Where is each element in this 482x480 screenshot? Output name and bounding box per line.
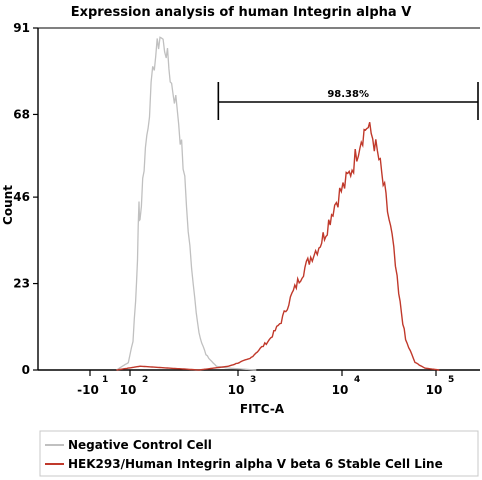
x-axis-label: FITC-A [240, 402, 285, 416]
chart-title: Expression analysis of human Integrin al… [71, 5, 412, 20]
x-tick-label: 10 [332, 383, 349, 397]
x-tick-exponent: 2 [142, 375, 148, 385]
series-group [116, 36, 440, 371]
x-tick-label: -10 [77, 383, 99, 397]
gate-percentage-label: 98.38% [327, 89, 369, 100]
legend-box [39, 430, 479, 477]
series-line-stable-cell-line [116, 122, 440, 371]
gate-marker: 98.38% [217, 82, 479, 120]
y-tick-label: 46 [13, 190, 30, 204]
y-tick-label: 91 [13, 21, 30, 35]
x-tick-exponent: 5 [448, 375, 454, 385]
y-tick-label: 0 [22, 363, 30, 377]
y-axis-ticks: 0 23 46 68 91 [13, 21, 38, 377]
y-tick-label: 68 [13, 107, 30, 121]
legend-entry: Negative Control Cell [68, 438, 212, 452]
plot-frame [37, 27, 480, 371]
x-tick-exponent: 3 [250, 375, 256, 385]
x-tick-label: 10 [228, 383, 245, 397]
y-tick-label: 23 [13, 277, 30, 291]
x-tick-label: 10 [426, 383, 443, 397]
x-tick-exponent: 4 [354, 375, 360, 385]
legend: Negative Control Cell HEK293/Human Integr… [39, 430, 479, 477]
x-tick-exponent: 1 [102, 375, 108, 385]
legend-entry: HEK293/Human Integrin alpha V beta 6 Sta… [68, 457, 443, 471]
series-line-negative-control [116, 36, 257, 371]
y-axis-label: Count [1, 185, 15, 225]
x-tick-label: 10 [120, 383, 137, 397]
x-axis-ticks: -101 10 2 10 3 10 4 10 5 [77, 370, 454, 397]
